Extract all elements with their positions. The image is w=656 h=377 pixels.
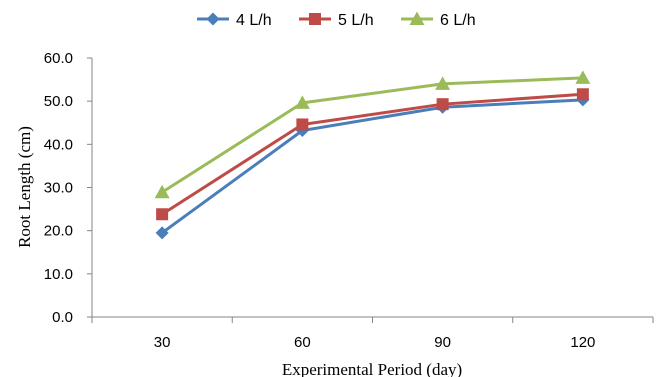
series-line [161, 98, 583, 235]
x-tick-label: 60 [294, 334, 311, 351]
y-axis-title: Root Length (cm) [15, 126, 34, 248]
legend-marker [409, 11, 425, 25]
data-point [576, 88, 589, 101]
x-tick-label: 90 [434, 334, 451, 351]
legend-marker [309, 13, 321, 25]
data-point [294, 95, 310, 109]
data-point [296, 118, 309, 131]
data-point [154, 184, 170, 199]
legend: 4 L/h 5 L/h 6 L/h [197, 11, 476, 29]
series-line [161, 76, 583, 194]
y-tick-label: 50.0 [44, 93, 73, 110]
x-axis: 30 60 90 120 [91, 316, 654, 351]
series-triangle [154, 70, 591, 199]
legend-item: 6 L/h [401, 11, 476, 29]
series-layer [154, 70, 591, 240]
series-square [156, 88, 589, 221]
y-tick-label: 30.0 [44, 180, 73, 197]
legend-label: 5 L/h [338, 12, 374, 29]
data-point [575, 70, 591, 84]
legend-marker [206, 12, 220, 26]
x-tick-label: 120 [570, 334, 595, 351]
legend-label: 4 L/h [236, 12, 272, 29]
series-line [161, 92, 583, 216]
data-point [295, 124, 309, 138]
legend-item: 4 L/h [197, 12, 272, 29]
x-tick-label: 30 [154, 334, 171, 351]
data-point [155, 226, 169, 240]
data-point [156, 208, 169, 221]
x-axis-title: Experimental Period (day) [282, 360, 462, 377]
y-tick-label: 0.0 [52, 309, 73, 326]
legend-item: 5 L/h [299, 12, 374, 29]
data-point [435, 76, 451, 90]
legend-label: 6 L/h [440, 12, 476, 29]
y-axis: 0.0 10.0 20.0 30.0 40.0 50.0 60.0 [44, 50, 93, 326]
y-tick-label: 60.0 [44, 50, 73, 67]
y-tick-label: 10.0 [44, 266, 73, 283]
y-tick-label: 40.0 [44, 136, 73, 153]
y-tick-label: 20.0 [44, 223, 73, 240]
data-point [436, 98, 449, 111]
